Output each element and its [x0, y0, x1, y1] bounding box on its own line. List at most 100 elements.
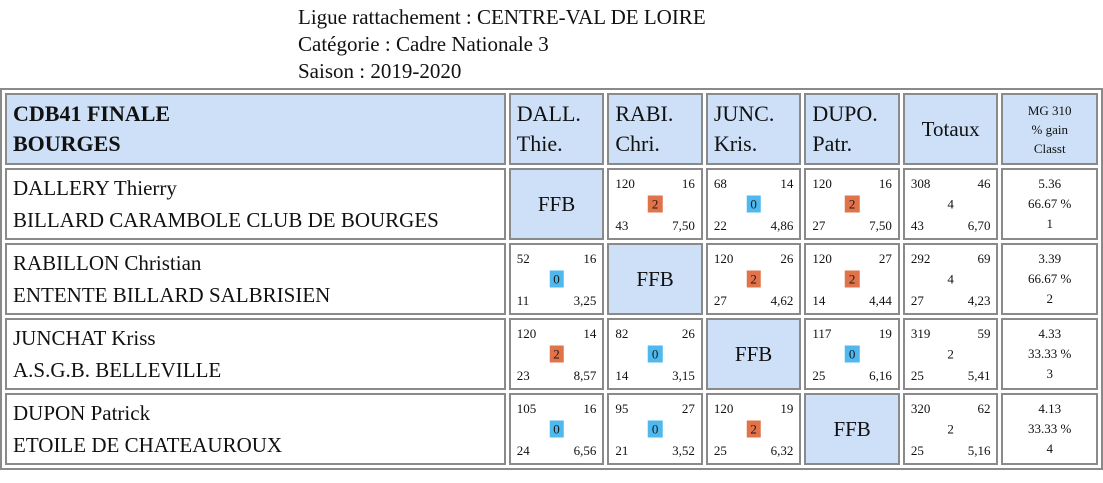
match-innings: 16 [583, 401, 597, 416]
match-result-badge: 0 [549, 420, 564, 438]
mg-header-line3: Classt [1033, 140, 1066, 156]
match-cell: 95 27 0 21 3,52 [607, 393, 703, 465]
competition-title: CDB41 FINALE BOURGES [5, 93, 506, 165]
match-points: 82 [615, 326, 629, 341]
match-average: 4,86 [770, 218, 794, 233]
match-best-series: 14 [615, 368, 629, 383]
column-header-line2: Thie. [516, 131, 563, 156]
match-points: 120 [812, 251, 832, 266]
match-points: 68 [713, 176, 727, 191]
player-club: BILLARD CARAMBOLE CLUB DE BOURGES [13, 208, 439, 232]
gain-percent: 33.33 % [1028, 421, 1072, 436]
match-points: 52 [516, 251, 530, 266]
match-result-badge: 0 [549, 270, 564, 288]
total-best-series: 25 [910, 443, 924, 458]
match-innings: 19 [878, 326, 892, 341]
player-name: DUPON Patrick [13, 401, 151, 425]
mg-header-line1: MG 310 [1027, 102, 1072, 118]
match-best-series: 25 [812, 368, 826, 383]
match-best-series: 24 [516, 443, 530, 458]
match-result-badge: 0 [746, 195, 761, 213]
match-innings: 27 [681, 401, 695, 416]
match-average: 6,16 [869, 368, 892, 383]
match-best-series: 25 [713, 443, 727, 458]
totals-cell: 319 59 2 25 5,41 [902, 318, 999, 390]
column-header-rabillon: RABI. Chri. [607, 93, 703, 165]
total-points: 319 [910, 326, 931, 341]
header-row: CDB41 FINALE BOURGES DALL. Thie. RABI. C… [5, 93, 1098, 165]
mg-cell: 5.36 66.67 % 1 [1001, 168, 1098, 240]
match-innings: 27 [878, 251, 892, 266]
gain-percent: 66.67 % [1028, 271, 1072, 286]
ranking: 4 [1046, 441, 1053, 456]
title-line2: BOURGES [13, 131, 121, 156]
match-points: 117 [812, 326, 832, 341]
column-header-junchat: JUNC. Kris. [705, 93, 802, 165]
player-club: ENTENTE BILLARD SALBRISIEN [13, 283, 331, 307]
total-points: 320 [910, 401, 931, 416]
player-name: DALLERY Thierry [13, 176, 177, 200]
match-best-series: 23 [516, 368, 530, 383]
saison-line: Saison : 2019-2020 [298, 59, 462, 83]
total-result: 2 [947, 346, 954, 362]
total-best-series: 27 [910, 293, 924, 308]
total-innings: 46 [977, 176, 991, 191]
match-average: 6,32 [770, 443, 794, 458]
mg-header: MG 310 % gain Classt [1001, 93, 1098, 165]
match-result-badge: 2 [844, 270, 860, 288]
column-header-dupon: DUPO. Patr. [804, 93, 900, 165]
match-best-series: 14 [812, 293, 826, 308]
total-best-series: 25 [910, 368, 924, 383]
match-cell: 120 26 2 27 4,62 [705, 243, 802, 315]
ligue-line: Ligue rattachement : CENTRE-VAL DE LOIRE [298, 5, 706, 29]
match-best-series: 43 [615, 218, 629, 233]
match-innings: 14 [583, 326, 597, 341]
match-cell: 120 14 2 23 8,57 [508, 318, 605, 390]
match-average: 8,57 [573, 368, 597, 383]
match-innings: 16 [878, 176, 892, 191]
match-average: 3,52 [672, 443, 695, 458]
match-result-badge: 2 [746, 270, 761, 288]
match-innings: 16 [681, 176, 695, 191]
match-cell: 120 16 2 43 7,50 [607, 168, 703, 240]
match-innings: 19 [780, 401, 794, 416]
mg-cell: 4.33 33.33 % 3 [1001, 318, 1098, 390]
match-average: 6,56 [573, 443, 597, 458]
player-name: JUNCHAT Kriss [13, 326, 156, 350]
totals-cell: 320 62 2 25 5,16 [902, 393, 999, 465]
total-average: 5,16 [967, 443, 991, 458]
match-result-badge: 2 [746, 420, 761, 438]
results-table: CDB41 FINALE BOURGES DALL. Thie. RABI. C… [0, 88, 1103, 470]
column-header-line1: DALL. [516, 101, 581, 126]
gain-percent: 66.67 % [1028, 196, 1072, 211]
match-best-series: 11 [516, 293, 530, 308]
totals-cell: 292 69 4 27 4,23 [902, 243, 999, 315]
mg-value: 5.36 [1038, 176, 1062, 191]
total-best-series: 43 [910, 218, 924, 233]
mg-value: 3.39 [1038, 251, 1062, 266]
ranking: 3 [1046, 366, 1053, 381]
match-best-series: 27 [812, 218, 826, 233]
match-result-badge: 0 [844, 345, 860, 363]
total-result: 4 [947, 271, 954, 287]
totals-cell: 308 46 4 43 6,70 [902, 168, 999, 240]
player-cell: DUPON Patrick ETOILE DE CHATEAUROUX [5, 393, 506, 465]
page-header: Ligue rattachement : CENTRE-VAL DE LOIRE… [298, 4, 706, 85]
match-innings: 26 [681, 326, 695, 341]
categorie-line: Catégorie : Cadre Nationale 3 [298, 32, 549, 56]
column-header-line2: Patr. [812, 131, 853, 156]
match-best-series: 22 [713, 218, 727, 233]
match-average: 7,50 [869, 218, 892, 233]
match-result-badge: 2 [647, 195, 663, 213]
total-innings: 62 [977, 401, 991, 416]
column-header-line2: Kris. [713, 131, 758, 156]
match-points: 120 [713, 401, 734, 416]
column-header-line2: Chri. [615, 131, 660, 156]
player-club: ETOILE DE CHATEAUROUX [13, 433, 283, 457]
match-points: 120 [516, 326, 537, 341]
match-best-series: 27 [713, 293, 727, 308]
column-header-line1: JUNC. [713, 101, 775, 126]
player-row: DUPON Patrick ETOILE DE CHATEAUROUX 105 16 0… [5, 393, 1098, 465]
player-row: RABILLON Christian ENTENTE BILLARD SALBRI… [5, 243, 1098, 315]
total-innings: 59 [977, 326, 991, 341]
